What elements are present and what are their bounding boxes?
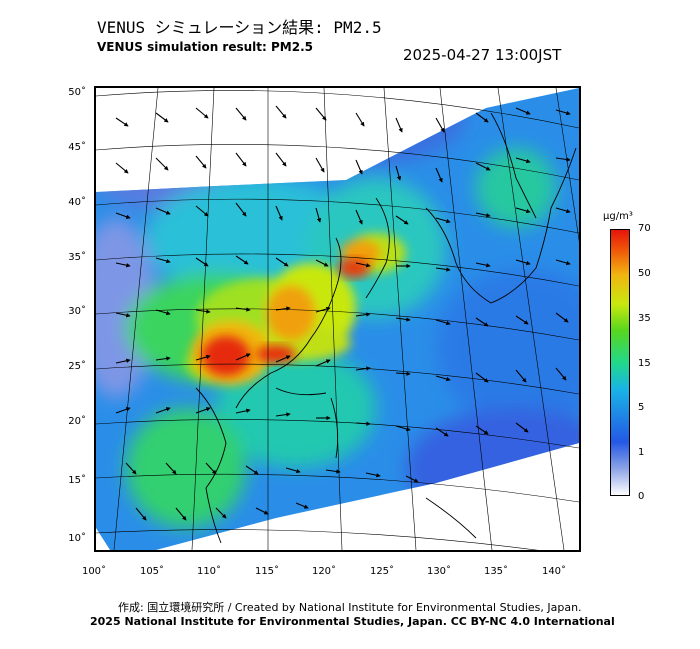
- lat-label-15: 15˚: [68, 475, 86, 486]
- colorbar-tick-35: 35: [638, 313, 651, 324]
- lon-label-105: 105˚: [139, 566, 165, 577]
- wind-vectors: [115, 105, 571, 521]
- lon-label-115: 115˚: [254, 566, 280, 577]
- lat-label-10: 10˚: [68, 533, 86, 544]
- lat-label-20: 20˚: [68, 416, 86, 427]
- lon-label-140: 140˚: [541, 566, 567, 577]
- lon-label-135: 135˚: [483, 566, 509, 577]
- lat-label-25: 25˚: [68, 361, 86, 372]
- credit-line: 作成: 国立環境研究所 / Created by National Instit…: [118, 601, 582, 614]
- copyright-line: 2025 National Institute for Environmenta…: [90, 615, 615, 628]
- lon-label-100: 100˚: [81, 566, 107, 577]
- lon-label-125: 125˚: [369, 566, 395, 577]
- lat-label-30: 30˚: [68, 306, 86, 317]
- lat-label-50: 50˚: [68, 87, 86, 98]
- colorbar-tick-1: 1: [638, 447, 645, 458]
- colorbar-tick-5: 5: [638, 402, 645, 413]
- forecast-timestamp: 2025-04-27 13:00JST: [403, 46, 562, 64]
- colorbar-tick-0: 0: [638, 491, 645, 502]
- coastlines: [195, 112, 577, 544]
- colorbar-tick-50: 50: [638, 268, 651, 279]
- title-japanese: VENUS シミュレーション結果: PM2.5: [97, 18, 382, 37]
- lon-label-110: 110˚: [196, 566, 222, 577]
- colorbar: [610, 229, 630, 496]
- lat-label-35: 35˚: [68, 252, 86, 263]
- title-english: VENUS simulation result: PM2.5: [97, 40, 313, 54]
- lat-label-40: 40˚: [68, 197, 86, 208]
- colorbar-unit: μg/m³: [603, 211, 633, 222]
- lon-label-120: 120˚: [311, 566, 337, 577]
- colorbar-tick-15: 15: [638, 358, 651, 369]
- lat-label-45: 45˚: [68, 142, 86, 153]
- colorbar-tick-70: 70: [638, 223, 651, 234]
- lon-label-130: 130˚: [426, 566, 452, 577]
- pm25-concentration-field: [96, 88, 579, 550]
- pm25-map: [94, 86, 581, 552]
